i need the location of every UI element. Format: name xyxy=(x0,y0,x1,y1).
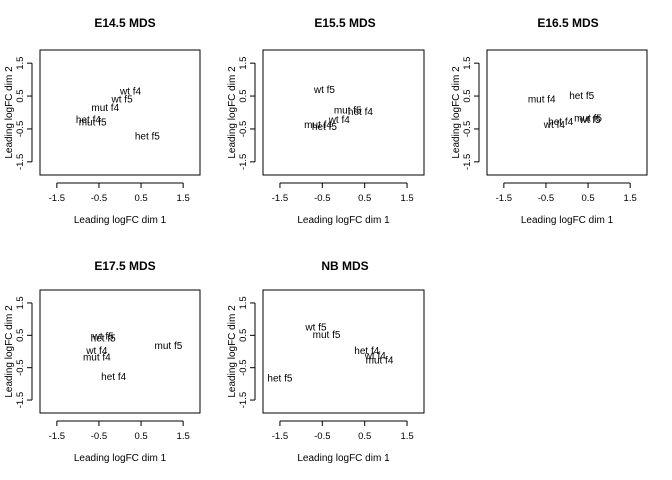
y-tick-label: -1.5 xyxy=(238,392,249,408)
y-tick-label: 1.5 xyxy=(15,296,26,309)
point-label: mut f4 xyxy=(528,95,556,106)
chart-title: E14.5 MDS xyxy=(94,16,155,30)
point-label: wt f4 xyxy=(85,346,108,357)
x-tick-label: 1.5 xyxy=(400,193,413,204)
x-tick-label: 0.5 xyxy=(134,431,147,442)
y-tick-label: 0.5 xyxy=(15,89,26,102)
plot-frame xyxy=(262,289,425,414)
x-tick-label: 0.5 xyxy=(134,193,147,204)
plot-frame xyxy=(262,49,425,176)
y-axis-label: Leading logFC dim 2 xyxy=(227,305,238,398)
point-label: het f4 xyxy=(101,372,126,383)
point-label: mut f4 xyxy=(366,356,394,367)
x-tick-label: -0.5 xyxy=(91,193,107,204)
plot-frame xyxy=(39,49,201,176)
y-axis-label: Leading logFC dim 2 xyxy=(451,66,462,159)
point-label: het f5 xyxy=(91,334,116,345)
y-tick-label: -0.5 xyxy=(238,359,249,375)
point-label: het f4 xyxy=(348,107,373,118)
x-tick-label: -0.5 xyxy=(538,193,554,204)
point-label: wt f5 xyxy=(92,331,115,342)
y-tick-label: 1.5 xyxy=(238,296,249,309)
y-tick-label: 0.5 xyxy=(238,89,249,102)
y-axis-label: Leading logFC dim 2 xyxy=(4,66,15,159)
x-tick-label: 0.5 xyxy=(358,431,371,442)
chart-title: NB MDS xyxy=(321,259,368,273)
x-tick-label: -1.5 xyxy=(496,193,512,204)
point-label: wt f4 xyxy=(328,115,351,126)
plot-frame xyxy=(486,49,648,176)
y-axis-label: Leading logFC dim 2 xyxy=(227,66,238,159)
x-axis-label: Leading logFC dim 1 xyxy=(74,215,167,226)
point-label: wt f4 xyxy=(119,87,142,98)
x-tick-label: -0.5 xyxy=(314,193,330,204)
point-label: wt f5 xyxy=(313,85,336,96)
point-label: mut f5 xyxy=(334,105,362,116)
x-axis-label: Leading logFC dim 1 xyxy=(297,453,390,464)
point-label: het f5 xyxy=(312,122,337,133)
chart-title: E16.5 MDS xyxy=(537,16,598,30)
y-tick-label: -1.5 xyxy=(238,154,249,170)
point-label: mut f5 xyxy=(155,341,183,352)
y-tick-label: -1.5 xyxy=(15,392,26,408)
x-axis-label: Leading logFC dim 1 xyxy=(74,453,167,464)
y-tick-label: -1.5 xyxy=(15,154,26,170)
x-tick-label: -1.5 xyxy=(49,193,65,204)
point-label: het f5 xyxy=(569,91,594,102)
x-tick-label: -0.5 xyxy=(314,431,330,442)
point-label: het f4 xyxy=(548,117,573,128)
x-tick-label: 0.5 xyxy=(581,193,594,204)
y-tick-label: -0.5 xyxy=(238,121,249,137)
x-tick-label: 0.5 xyxy=(358,193,371,204)
y-tick-label: 1.5 xyxy=(15,57,26,70)
y-tick-label: -0.5 xyxy=(462,121,473,137)
x-axis-label: Leading logFC dim 1 xyxy=(297,215,390,226)
y-tick-label: 0.5 xyxy=(15,329,26,342)
y-tick-label: 1.5 xyxy=(238,57,249,70)
y-tick-label: -0.5 xyxy=(15,121,26,137)
point-label: mut f5 xyxy=(313,330,341,341)
point-label: het f5 xyxy=(267,374,292,385)
x-axis-label: Leading logFC dim 1 xyxy=(521,215,614,226)
point-label: het f4 xyxy=(354,346,379,357)
point-label: wt f5 xyxy=(304,323,327,334)
point-label: mut f5 xyxy=(574,114,602,125)
y-tick-label: 1.5 xyxy=(462,57,473,70)
x-tick-label: -1.5 xyxy=(272,193,288,204)
point-label: mut f4 xyxy=(83,352,111,363)
y-tick-label: -1.5 xyxy=(462,154,473,170)
plot-frame xyxy=(39,289,201,414)
point-label: wt f5 xyxy=(111,95,134,106)
point-label: mut f5 xyxy=(79,118,107,129)
chart-title: E15.5 MDS xyxy=(314,16,375,30)
point-label: wt f4 xyxy=(543,120,566,131)
x-tick-label: -1.5 xyxy=(49,431,65,442)
point-label: mut f4 xyxy=(304,120,332,131)
point-label: het f4 xyxy=(76,115,101,126)
point-label: wt f5 xyxy=(579,115,602,126)
point-label: mut f4 xyxy=(91,103,119,114)
x-tick-label: -1.5 xyxy=(272,431,288,442)
y-tick-label: 0.5 xyxy=(238,329,249,342)
x-tick-label: 1.5 xyxy=(177,431,190,442)
point-label: wt f4 xyxy=(364,351,387,362)
y-tick-label: -0.5 xyxy=(15,359,26,375)
point-label: het f5 xyxy=(135,132,160,143)
x-tick-label: 1.5 xyxy=(400,431,413,442)
y-tick-label: 0.5 xyxy=(462,89,473,102)
x-tick-label: 1.5 xyxy=(177,193,190,204)
x-tick-label: -0.5 xyxy=(91,431,107,442)
chart-title: E17.5 MDS xyxy=(94,259,155,273)
x-tick-label: 1.5 xyxy=(624,193,637,204)
y-axis-label: Leading logFC dim 2 xyxy=(4,305,15,398)
